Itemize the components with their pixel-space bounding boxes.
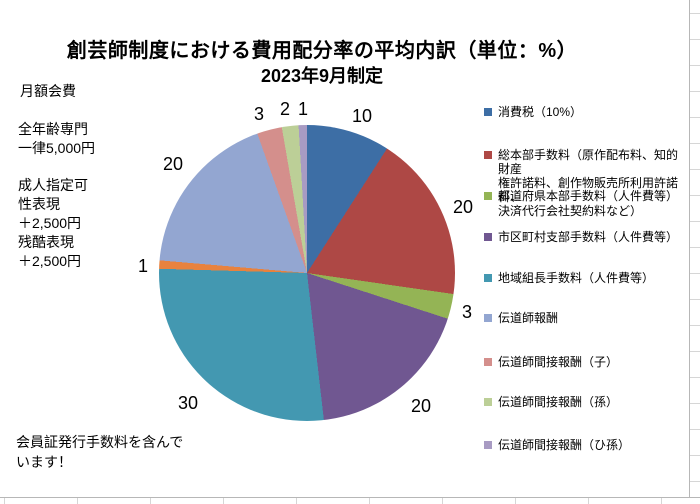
gridline	[150, 498, 151, 504]
gridline	[515, 498, 516, 504]
gridline	[442, 498, 443, 504]
legend-item[interactable]: 伝道師報酬	[484, 311, 680, 325]
legend-label: 伝道師間接報酬（子）	[498, 355, 619, 369]
legend-swatch-icon	[484, 358, 492, 366]
gridline	[690, 169, 700, 170]
pie-data-label: 10	[351, 106, 373, 126]
legend-swatch-icon	[484, 398, 492, 406]
legend-item[interactable]: 伝道師間接報酬（子）	[484, 355, 680, 369]
legend-item[interactable]: 市区町村支部手数料（人件費等）	[484, 230, 680, 244]
legend-label: 伝道師間接報酬（孫）	[498, 395, 619, 409]
gridline	[690, 247, 700, 248]
legend-swatch-icon	[484, 233, 492, 241]
pie-data-label: 20	[452, 197, 474, 217]
legend-swatch-icon	[484, 274, 492, 282]
gridline	[690, 377, 700, 378]
gridline	[77, 498, 78, 504]
pie-data-label: 20	[162, 154, 184, 174]
pie-data-label: 20	[410, 396, 432, 416]
gridline	[588, 498, 589, 504]
gridline	[690, 403, 700, 404]
gridline	[690, 325, 700, 326]
pie-data-label: 1	[137, 256, 149, 276]
legend-item[interactable]: 都道府県本部手数料（人件費等）	[484, 189, 680, 203]
note-membership-card-fee: 会員証発行手数料を含んで います！	[16, 434, 184, 470]
legend-item[interactable]: 地域組長手数料（人件費等）	[484, 271, 680, 285]
gridline	[690, 455, 700, 456]
legend-label: 伝道師間接報酬（ひ孫）	[498, 438, 631, 452]
gridline	[296, 498, 297, 504]
legend-label: 市区町村支部手数料（人件費等）	[498, 230, 679, 244]
gridline	[690, 13, 700, 14]
pie-data-label: 3	[253, 104, 265, 124]
gridline	[369, 498, 370, 504]
pie-data-label: 2	[279, 99, 291, 119]
legend-label: 伝道師報酬	[498, 311, 559, 325]
legend-item[interactable]: 総本部手数料（原作配布料、知的財産 権許諾料、創作物販売所利用許諾料、 決済代行…	[484, 148, 680, 218]
gridline	[690, 195, 700, 196]
chart-title: 創芸師制度における費用配分率の平均内訳（単位：%）	[66, 40, 578, 62]
legend-swatch-icon	[484, 108, 492, 116]
pie-data-label: 30	[177, 393, 199, 413]
gridline	[690, 351, 700, 352]
legend-label: 総本部手数料（原作配布料、知的財産 権許諾料、創作物販売所利用許諾料、 決済代行…	[498, 148, 679, 218]
legend-item[interactable]: 伝道師間接報酬（孫）	[484, 395, 680, 409]
pie-data-label: 3	[461, 302, 473, 322]
note-all-ages-price: 全年齢専門 一律5,000円	[18, 121, 96, 156]
chart-legend: 消費税（10%） 総本部手数料（原作配布料、知的財産 権許諾料、創作物販売所利用許…	[484, 0, 684, 497]
chart-subtitle: 2023年9月制定	[260, 66, 384, 86]
gridline	[689, 0, 690, 497]
gridline	[690, 143, 700, 144]
gridline	[223, 498, 224, 504]
legend-item[interactable]: 消費税（10%）	[484, 105, 680, 119]
note-adult-content-price: 成人指定可 性表現 ＋2,500円 残酷表現 ＋2,500円	[18, 177, 88, 269]
pie-data-label: 1	[297, 99, 309, 119]
gridline	[690, 117, 700, 118]
legend-label: 消費税（10%）	[498, 105, 583, 119]
legend-swatch-icon	[484, 192, 492, 200]
note-monthly-fee: 月額会費	[20, 83, 76, 99]
gridline	[690, 299, 700, 300]
gridline	[690, 221, 700, 222]
gridline	[690, 429, 700, 430]
gridline	[690, 39, 700, 40]
legend-swatch-icon	[484, 314, 492, 322]
legend-swatch-icon	[484, 441, 492, 449]
gridline	[690, 91, 700, 92]
legend-label: 地域組長手数料（人件費等）	[498, 271, 655, 285]
gridline	[4, 498, 5, 504]
pie-chart[interactable]	[159, 125, 455, 421]
gridline	[690, 481, 700, 482]
gridline	[661, 498, 662, 504]
legend-label: 都道府県本部手数料（人件費等）	[498, 189, 679, 203]
gridline	[0, 497, 700, 498]
legend-swatch-icon	[484, 151, 492, 159]
gridline	[690, 65, 700, 66]
legend-item[interactable]: 伝道師間接報酬（ひ孫）	[484, 438, 680, 452]
gridline	[690, 273, 700, 274]
